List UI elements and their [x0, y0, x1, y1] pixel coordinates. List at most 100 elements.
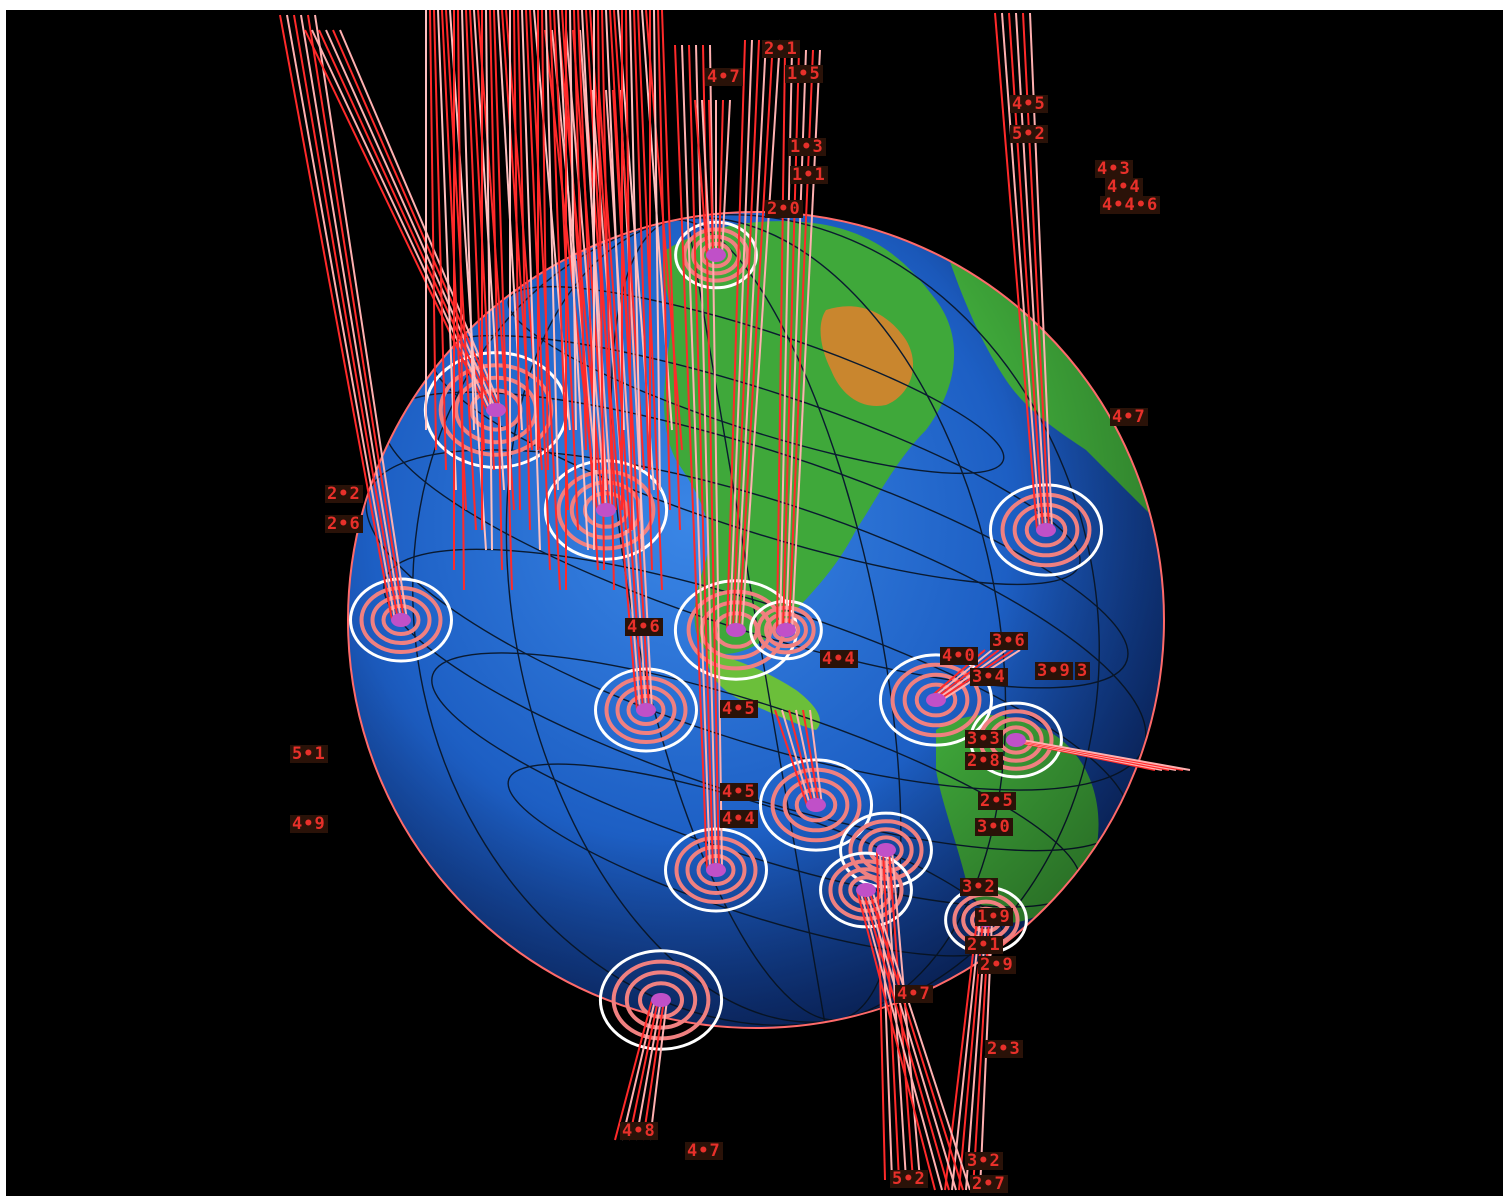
quake-stem: [708, 99, 714, 256]
quake-stem: [541, 10, 549, 471]
magnitude-label: 4•7: [1110, 407, 1148, 427]
magnitude-label: 2•2: [325, 484, 363, 504]
quake-ring: [890, 662, 982, 738]
quake-stems: [279, 10, 1191, 1191]
magnitude-label: 2•0: [765, 199, 803, 219]
quake-stem: [701, 99, 711, 256]
epicenter: [1006, 733, 1026, 747]
quake-stem: [517, 10, 531, 531]
magnitude-label: 4•9: [290, 814, 328, 834]
magnitude-label: 3•2: [960, 877, 998, 897]
magnitude-label: 2•6: [325, 514, 363, 534]
quake-stem: [809, 709, 823, 806]
quake-stem: [311, 29, 491, 411]
epicenter: [1036, 523, 1056, 537]
quake-stem: [888, 849, 914, 1181]
quake-ring: [914, 682, 958, 718]
quake-stem: [605, 89, 647, 711]
quake-stem: [871, 889, 971, 1191]
magnitude-label: 1•9: [975, 907, 1013, 927]
epicenter: [806, 798, 826, 812]
magnitude-label: 1•3: [788, 137, 826, 157]
quake-stem: [307, 14, 405, 621]
magnitude-label: 4•0: [940, 646, 978, 666]
magnitude-label: 3•9: [1035, 661, 1073, 681]
quake-stem: [565, 29, 607, 511]
quake-stem: [551, 29, 601, 511]
epicenter: [706, 863, 726, 877]
quake-ring: [359, 586, 443, 654]
earthquake-globe-view: [279, 10, 1191, 1191]
quake-stem: [279, 14, 393, 621]
quake-stem: [597, 10, 605, 571]
magnitude-label: 3•4: [970, 667, 1008, 687]
quake-stem: [461, 10, 475, 431]
magnitude-label: 4•6: [625, 617, 663, 637]
quake-stem: [859, 889, 943, 1191]
epicenter: [776, 623, 796, 637]
quake-stem: [1001, 12, 1041, 531]
epicenter: [636, 703, 656, 717]
quake-stem: [879, 849, 893, 1181]
quake-stem: [653, 10, 661, 491]
magnitude-label: 2•1: [965, 935, 1003, 955]
quake-stem: [625, 10, 633, 531]
epicenter: [706, 248, 726, 262]
magnitude-label: 2•1: [762, 39, 800, 59]
quake-stem: [795, 709, 817, 806]
quake-stem: [741, 39, 781, 631]
quake-stem: [721, 99, 731, 256]
globe-viewport[interactable]: 4•5 5•2 4•3 4•4 4•4•6 4•7 2•1 1•5 1•3 1•1 2•0 4•7 5•…: [6, 10, 1503, 1196]
quake-stem: [729, 39, 753, 631]
quake-stem: [457, 10, 465, 591]
quake-stem: [856, 889, 936, 1191]
globe-rim: [347, 211, 1165, 1029]
quake-stem: [776, 49, 786, 631]
quake-ring: [1000, 492, 1092, 568]
quake-stem: [513, 10, 521, 511]
quake-stem: [561, 10, 599, 571]
quake-stem: [694, 99, 708, 256]
magnitude-label: 5•2: [1010, 124, 1048, 144]
epicenter: [856, 883, 876, 897]
magnitude-label: 4•3: [1095, 159, 1133, 179]
quake-stem: [882, 849, 900, 1181]
quake-stem: [429, 10, 437, 451]
magnitude-label: 5•2: [890, 1169, 928, 1189]
epicenter: [486, 403, 506, 417]
epicenter: [596, 503, 616, 517]
magnitude-label: 3•6: [990, 631, 1028, 651]
magnitude-label: 4•5: [720, 782, 758, 802]
quake-ring: [770, 767, 862, 843]
quake-stem: [726, 39, 746, 631]
quake-stem: [493, 10, 513, 591]
quake-stem: [718, 99, 724, 256]
quake-ring: [828, 859, 904, 921]
quake-stem: [994, 12, 1038, 531]
magnitude-label: 4•8: [620, 1121, 658, 1141]
quake-stem: [681, 44, 711, 871]
magnitude-label: 4•4: [820, 649, 858, 669]
quake-stem: [628, 999, 659, 1141]
quake-ring: [858, 827, 914, 873]
magnitude-label: 2•5: [978, 791, 1016, 811]
quake-stem: [304, 29, 488, 411]
quake-ring: [878, 653, 994, 747]
globe: [347, 211, 1165, 1029]
quake-stem: [876, 849, 886, 1181]
magnitude-label: 3•3: [965, 729, 1003, 749]
epicenter: [926, 693, 946, 707]
magnitude-label: 3: [1075, 661, 1091, 681]
quake-stem: [885, 849, 907, 1181]
quake-stem: [633, 10, 653, 571]
quake-stem: [657, 10, 671, 511]
quake-stem: [339, 29, 503, 411]
magnitude-label: 4•5: [720, 699, 758, 719]
quake-stem: [318, 29, 494, 411]
quake-ring: [624, 970, 698, 1030]
quake-stem: [449, 10, 487, 551]
quake-stem: [688, 44, 714, 871]
quake-stem: [944, 919, 978, 1191]
quake-stem: [601, 10, 615, 591]
quake-stem: [621, 999, 656, 1141]
